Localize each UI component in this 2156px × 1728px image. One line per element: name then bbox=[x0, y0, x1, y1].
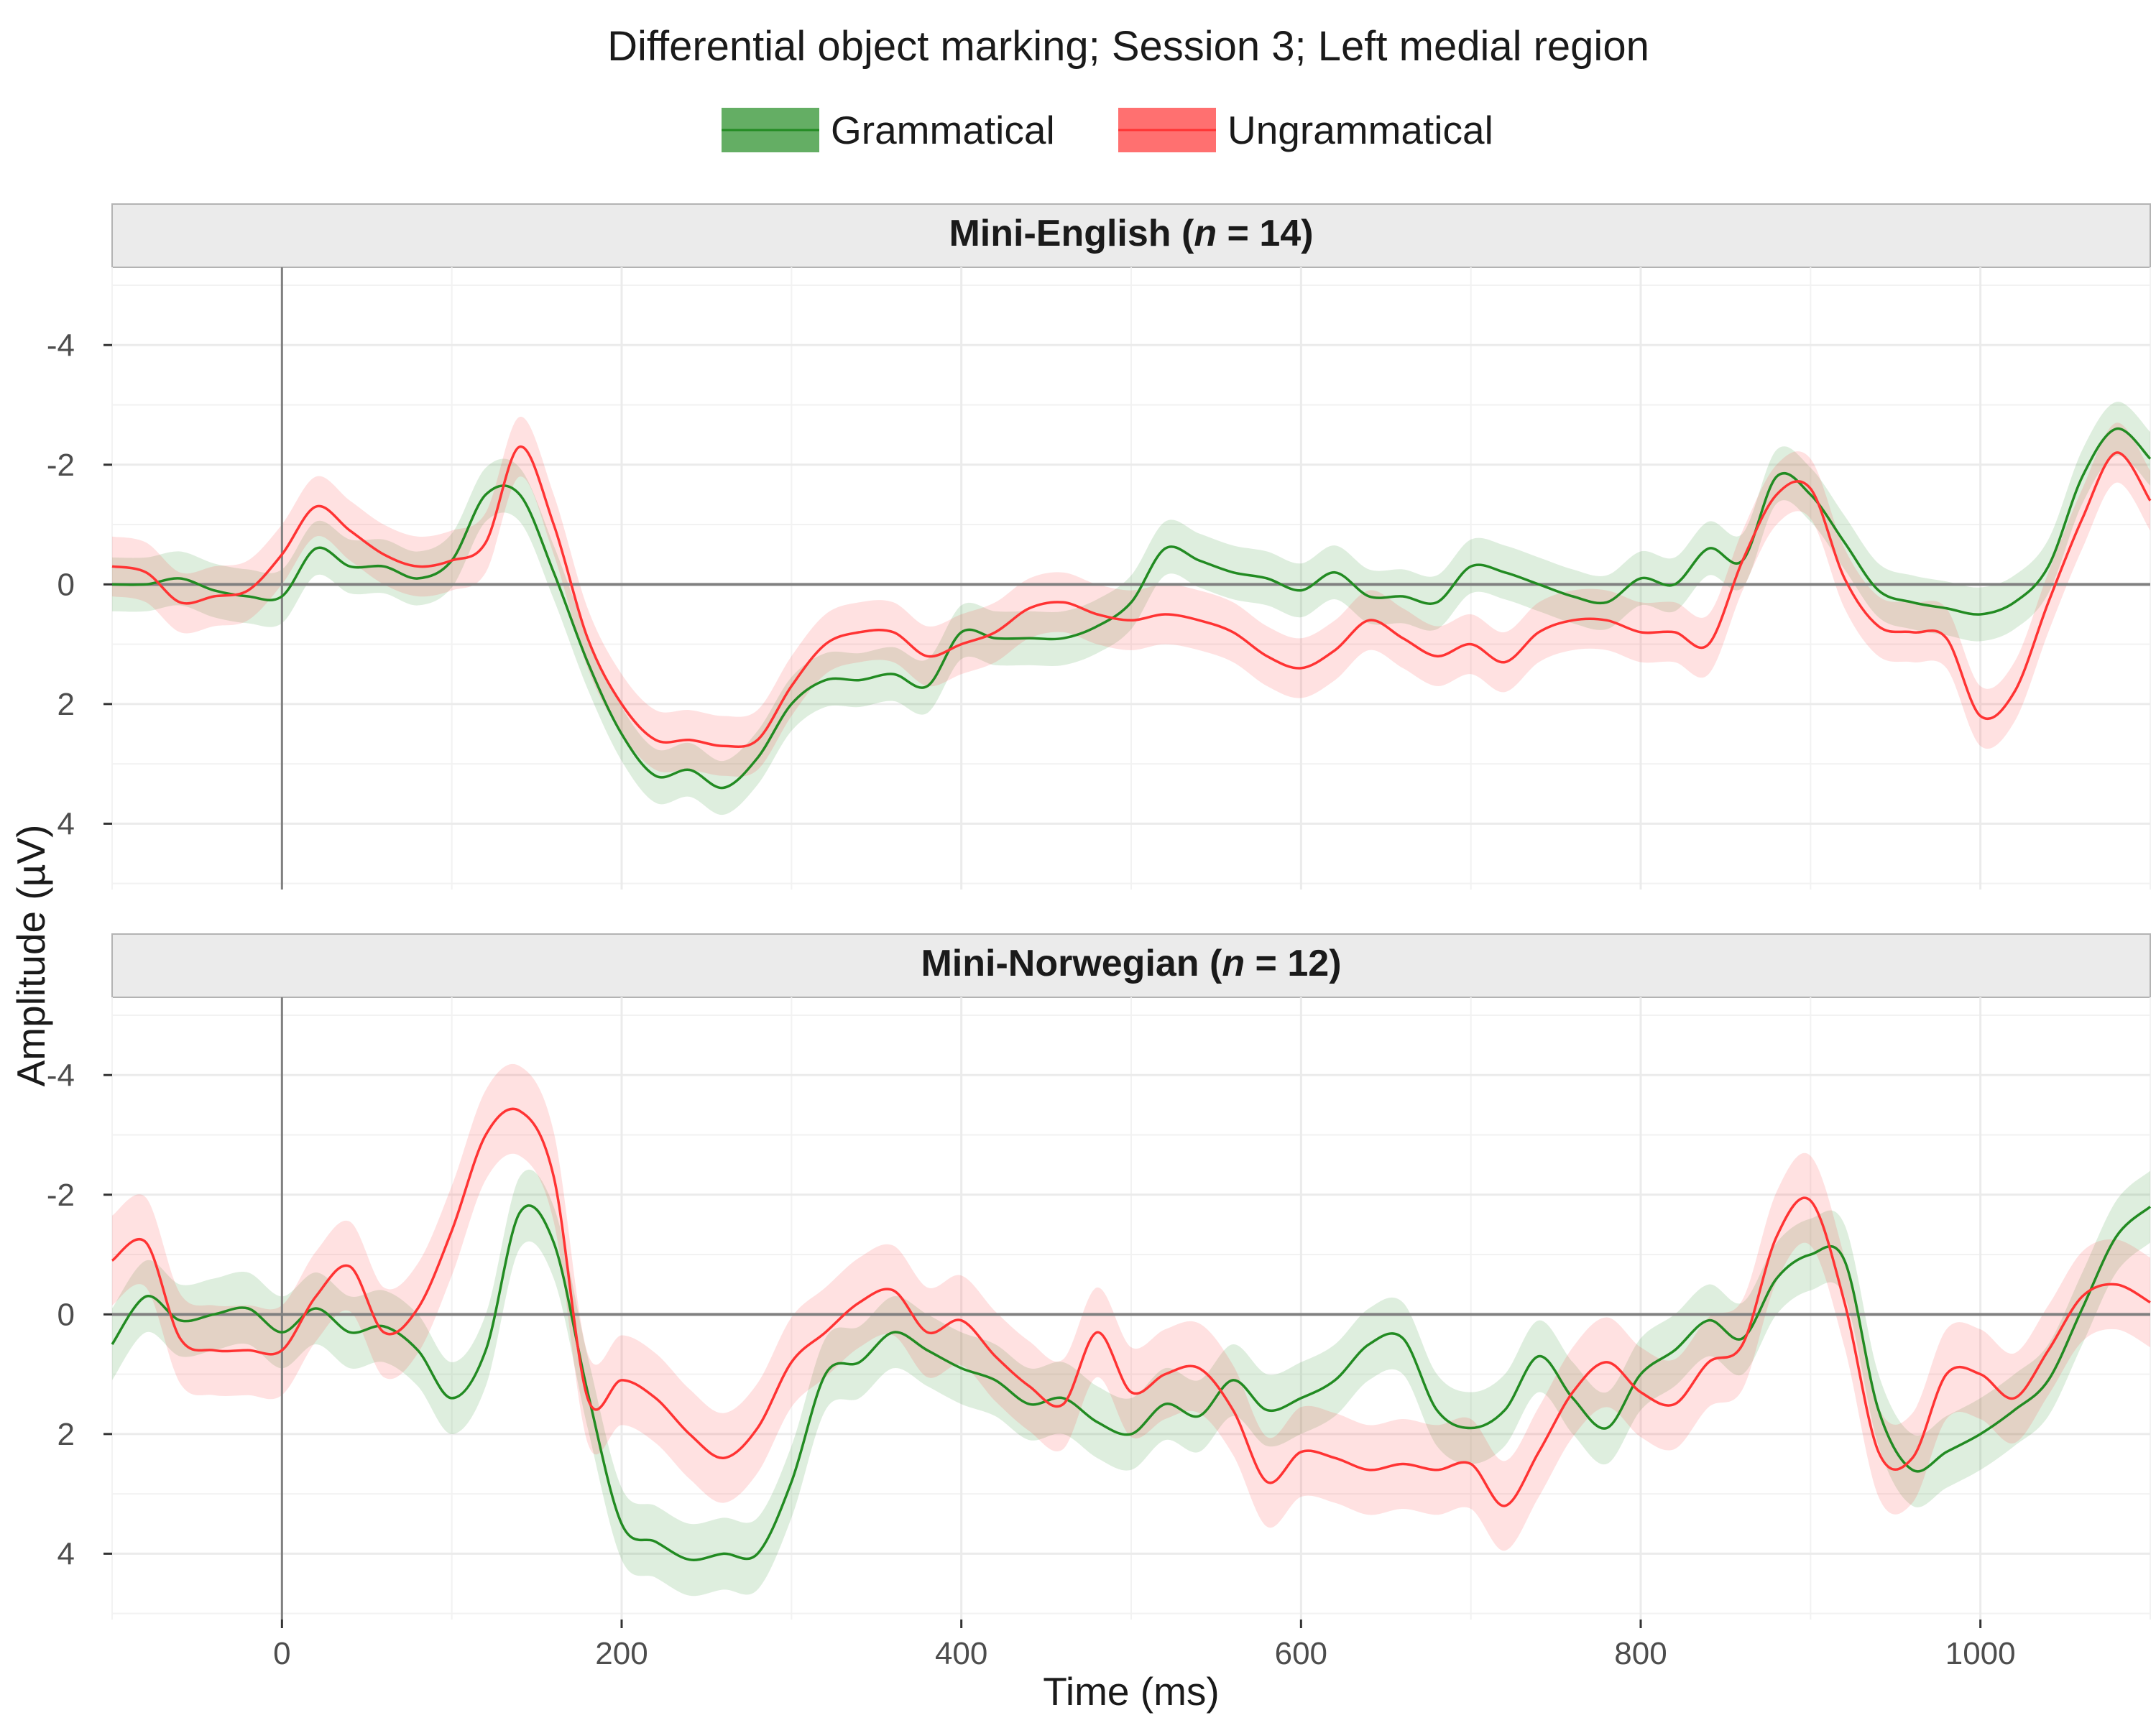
ci-band-ungrammatical bbox=[112, 417, 2150, 777]
y-axis-title: Amplitude (µV) bbox=[9, 825, 53, 1087]
legend-label-ungrammatical: Ungrammatical bbox=[1227, 108, 1493, 152]
y-tick-label: 0 bbox=[57, 1297, 75, 1332]
y-tick-label: 4 bbox=[57, 1536, 75, 1571]
x-tick-label: 400 bbox=[935, 1636, 987, 1671]
y-tick-label: 0 bbox=[57, 567, 75, 602]
series-line-grammatical bbox=[111, 428, 2152, 790]
x-tick-label: 800 bbox=[1614, 1636, 1667, 1671]
x-tick-label: 0 bbox=[273, 1636, 290, 1671]
strip-label: Mini-English (n = 14) bbox=[949, 213, 1313, 254]
y-ticks: -4 -2 0 2 4 bbox=[47, 328, 112, 841]
chart-title: Differential object marking; Session 3; … bbox=[607, 23, 1649, 70]
strip-background bbox=[111, 203, 2151, 268]
series-lines bbox=[111, 1107, 2152, 1561]
series-line-ungrammatical bbox=[111, 445, 2152, 748]
x-axis: 0 200 400 600 800 1000 bbox=[273, 1620, 2016, 1671]
reference-lines bbox=[112, 997, 2150, 1620]
x-tick-label: 200 bbox=[595, 1636, 648, 1671]
y-tick-label: 4 bbox=[57, 806, 75, 841]
x-axis-title: Time (ms) bbox=[1043, 1669, 1219, 1714]
y-tick-label: -2 bbox=[47, 448, 75, 483]
ci-band-grammatical bbox=[112, 1169, 2150, 1597]
x-tick-label: 1000 bbox=[1945, 1636, 2016, 1671]
ci-bands bbox=[112, 402, 2150, 816]
strip-label: Mini-Norwegian (n = 12) bbox=[921, 943, 1341, 984]
y-ticks: -4 -2 0 2 4 bbox=[47, 1058, 112, 1571]
reference-lines bbox=[112, 267, 2150, 890]
panel-mini-english: Mini-English (n = 14) -4 -2 0 2 4 bbox=[47, 203, 2152, 890]
legend-label-grammatical: Grammatical bbox=[831, 108, 1055, 152]
ci-band-ungrammatical bbox=[112, 1063, 2150, 1551]
y-tick-label: 2 bbox=[57, 1417, 75, 1452]
strip-background bbox=[111, 933, 2151, 998]
y-tick-label: 2 bbox=[57, 687, 75, 722]
y-tick-label: -4 bbox=[47, 1058, 75, 1093]
y-tick-label: -4 bbox=[47, 328, 75, 363]
ci-bands bbox=[112, 1063, 2150, 1597]
panel-mini-norwegian: Mini-Norwegian (n = 12) -4 -2 0 2 4 bbox=[47, 933, 2152, 1620]
legend: Grammatical Ungrammatical bbox=[722, 108, 1493, 152]
x-tick-label: 600 bbox=[1275, 1636, 1327, 1671]
series-line-ungrammatical bbox=[111, 1107, 2151, 1507]
y-tick-label: -2 bbox=[47, 1178, 75, 1213]
ci-band-grammatical bbox=[112, 402, 2150, 816]
series-lines bbox=[111, 428, 2152, 790]
